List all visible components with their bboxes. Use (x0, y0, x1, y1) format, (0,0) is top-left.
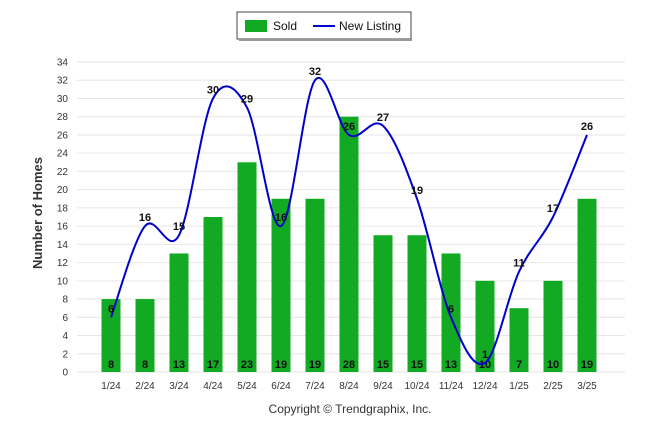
x-tick-label: 7/24 (305, 381, 325, 392)
x-tick-label: 6/24 (271, 381, 291, 392)
y-tick-label: 12 (57, 258, 69, 269)
listing-point-label: 26 (343, 121, 355, 133)
x-tick-label: 3/24 (169, 381, 189, 392)
y-tick-label: 6 (62, 313, 68, 324)
listing-point-label: 19 (411, 185, 423, 197)
y-tick-label: 32 (57, 76, 69, 87)
x-tick-label: 2/24 (135, 381, 155, 392)
x-tick-label: 10/24 (404, 381, 429, 392)
x-tick-label: 3/25 (577, 381, 597, 392)
y-tick-label: 16 (57, 222, 69, 233)
listing-line (110, 76, 588, 366)
y-axis-title: Number of Homes (30, 157, 45, 269)
x-tick-label: 12/24 (472, 381, 497, 392)
listing-point-label: 29 (241, 94, 253, 106)
sold-bar (237, 162, 257, 372)
x-tick-label: 1/25 (509, 381, 529, 392)
sold-bar-label: 8 (108, 359, 114, 371)
sold-bar-label: 19 (309, 359, 321, 371)
sold-bar-label: 19 (581, 359, 593, 371)
listing-point-label: 1 (482, 349, 488, 361)
listing-point-label: 17 (547, 203, 559, 215)
x-tick-label: 5/24 (237, 381, 257, 392)
y-tick-label: 20 (57, 185, 69, 196)
sold-bar (305, 198, 325, 372)
listing-point-label: 11 (513, 258, 525, 270)
x-tick-label: 1/24 (101, 381, 121, 392)
sold-bar (543, 280, 563, 372)
sold-bar (441, 253, 461, 372)
listing-point-label: 30 (207, 84, 219, 96)
sold-bar (203, 217, 223, 372)
listing-point-label: 32 (309, 66, 321, 78)
x-tick-label: 9/24 (373, 381, 393, 392)
legend: Sold New Listing (236, 11, 412, 41)
sold-bar-label: 13 (173, 359, 185, 371)
x-tick-label: 8/24 (339, 381, 359, 392)
y-tick-label: 8 (62, 295, 68, 306)
listing-point-label: 16 (139, 212, 151, 224)
sold-bar-label: 10 (547, 359, 559, 371)
y-tick-label: 4 (62, 331, 68, 342)
sold-bar-label: 17 (207, 359, 219, 371)
sold-bar-label: 23 (241, 359, 253, 371)
legend-listing-label: New Listing (339, 19, 401, 33)
sold-bar (577, 198, 597, 372)
y-tick-label: 0 (62, 368, 68, 379)
sold-bar-label: 8 (142, 359, 148, 371)
listing-point-label: 6 (448, 303, 454, 315)
sold-bar (407, 235, 427, 372)
sold-bar-label: 7 (516, 359, 522, 371)
listing-point-label: 27 (377, 112, 389, 124)
y-tick-label: 10 (57, 276, 69, 287)
sold-bar-label: 10 (479, 359, 491, 371)
sold-bar-label: 15 (377, 359, 389, 371)
sold-bar (135, 299, 155, 372)
y-tick-label: 24 (57, 149, 69, 160)
y-tick-label: 2 (62, 349, 68, 360)
x-tick-label: 4/24 (203, 381, 223, 392)
y-tick-label: 26 (57, 130, 69, 141)
listing-point-label: 26 (581, 121, 593, 133)
x-tick-label: 2/25 (543, 381, 563, 392)
sold-bars: 8 8 13 17 23 19 19 28 15 15 13 10 7 10 19 (101, 116, 597, 373)
y-tick-label: 14 (57, 240, 69, 251)
sold-bar (509, 308, 529, 372)
sold-bar (169, 253, 189, 372)
x-tick-labels: 1/24 2/24 3/24 4/24 5/24 6/24 7/24 8/24 9/24 10/2… (101, 381, 597, 392)
sold-bar-label: 28 (343, 359, 355, 371)
y-tick-label: 34 (57, 58, 69, 69)
sold-bar (373, 235, 393, 372)
x-tick-label: 11/24 (439, 381, 464, 392)
sold-bar (339, 116, 359, 373)
sold-bar (101, 299, 121, 372)
y-tick-label: 22 (57, 167, 69, 178)
y-tick-label: 30 (57, 94, 69, 105)
copyright-footer: Copyright © Trendgraphix, Inc. (269, 402, 432, 416)
y-tick-label: 28 (57, 112, 69, 123)
legend-sold-swatch (245, 20, 267, 32)
legend-sold-label: Sold (273, 19, 297, 33)
sold-bar (271, 198, 291, 372)
sold-bar-label: 13 (445, 359, 457, 371)
listing-point-label: 15 (173, 221, 185, 233)
listing-point-label: 6 (108, 303, 114, 315)
sold-bar-label: 19 (275, 359, 287, 371)
sold-bar (475, 280, 495, 372)
listing-point-label: 16 (275, 212, 287, 224)
sold-bar-label: 15 (411, 359, 423, 371)
y-tick-label: 18 (57, 203, 69, 214)
